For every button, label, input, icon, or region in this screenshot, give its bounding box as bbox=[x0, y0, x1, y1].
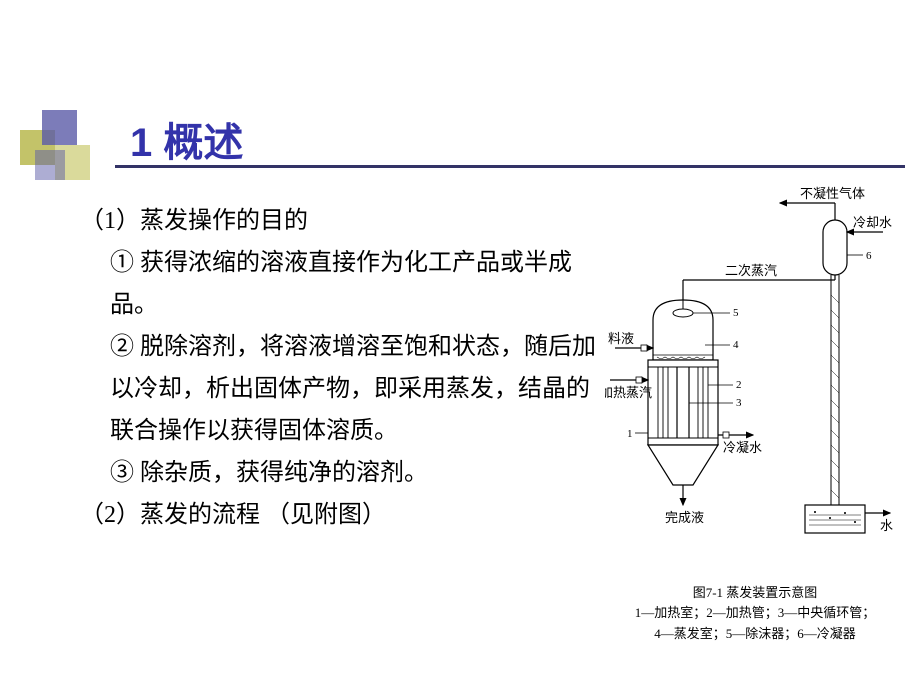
caption-line2: 4—蒸发室；5—除沫器；6—冷凝器 bbox=[605, 624, 905, 645]
section1-item2: ② 脱除溶剂，将溶液增溶至饱和状态，随后加以冷却，析出固体产物，即采用蒸发，结晶… bbox=[80, 326, 610, 452]
label-noncondensable: 不凝性气体 bbox=[800, 186, 865, 201]
svg-text:2: 2 bbox=[736, 379, 742, 391]
label-coolingwater: 冷却水 bbox=[853, 215, 892, 230]
corner-decoration bbox=[20, 100, 115, 195]
body-text: （1）蒸发操作的目的 ① 获得浓缩的溶液直接作为化工产品或半成品。 ② 脱除溶剂… bbox=[80, 200, 610, 536]
label-condensate: 冷凝水 bbox=[723, 440, 762, 455]
caption-line1: 1—加热室；2—加热管；3—中央循环管； bbox=[605, 603, 905, 624]
label-water: 水 bbox=[880, 518, 893, 533]
label-heatingsteam: 加热蒸汽 bbox=[605, 385, 652, 400]
section1-heading: （1）蒸发操作的目的 bbox=[80, 200, 610, 242]
svg-text:3: 3 bbox=[736, 397, 742, 409]
section1-item3: ③ 除杂质，获得纯净的溶剂。 bbox=[80, 452, 610, 494]
diagram-caption: 图7-1 蒸发装置示意图 1—加热室；2—加热管；3—中央循环管； 4—蒸发室；… bbox=[605, 583, 905, 645]
evaporation-diagram: 5 4 3 2 1 完成液 bbox=[605, 185, 905, 645]
label-feed: 料液 bbox=[608, 331, 634, 346]
label-product: 完成液 bbox=[665, 510, 704, 525]
slide-title: 1 概述 bbox=[130, 110, 243, 168]
caption-title: 图7-1 蒸发装置示意图 bbox=[605, 583, 905, 604]
section2-heading: （2）蒸发的流程 （见附图） bbox=[80, 494, 610, 536]
svg-text:4: 4 bbox=[733, 339, 739, 351]
svg-text:5: 5 bbox=[733, 307, 739, 319]
svg-text:1: 1 bbox=[627, 428, 633, 440]
title-underline bbox=[115, 165, 905, 168]
section1-item1: ① 获得浓缩的溶液直接作为化工产品或半成品。 bbox=[80, 242, 610, 326]
svg-text:6: 6 bbox=[866, 250, 872, 262]
label-secondarysteam: 二次蒸汽 bbox=[725, 263, 777, 278]
